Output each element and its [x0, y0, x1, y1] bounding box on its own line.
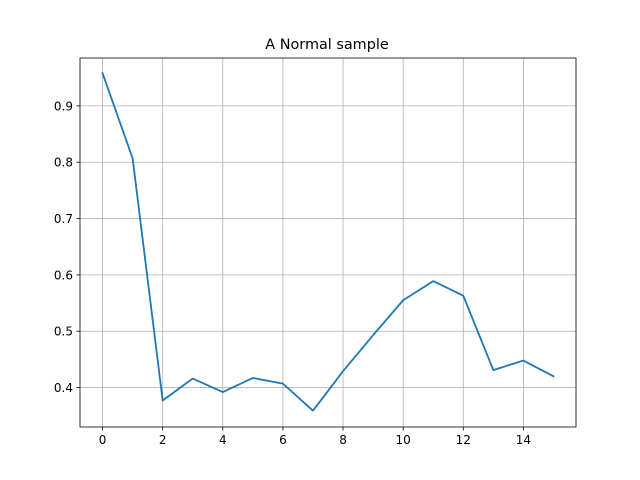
plot-frame: [79, 57, 577, 428]
y-tick-label: 0.9: [54, 99, 73, 113]
x-tick-label: 12: [456, 433, 471, 447]
x-tick-label: 6: [279, 433, 287, 447]
x-tick-label: 4: [219, 433, 227, 447]
x-tick-label: 0: [99, 433, 107, 447]
x-tick-label: 10: [396, 433, 411, 447]
x-tick-label: 2: [159, 433, 167, 447]
axes: [76, 57, 577, 431]
y-tick-label: 0.5: [54, 325, 73, 339]
chart-title: A Normal sample: [265, 37, 389, 53]
tick-labels: 0 2 4 6 8 10 12 14 0.4 0.5 0.6 0.7 0.8 0.9: [54, 99, 531, 447]
x-tick-label: 14: [516, 433, 531, 447]
data-series: [101, 72, 555, 412]
y-tick-label: 0.4: [54, 381, 73, 395]
series-line: [101, 72, 555, 412]
y-tick-label: 0.8: [54, 156, 73, 170]
y-tick-label: 0.7: [54, 212, 73, 226]
x-tick-label: 8: [339, 433, 347, 447]
grid-lines: [80, 58, 576, 427]
y-tick-label: 0.6: [54, 268, 73, 282]
